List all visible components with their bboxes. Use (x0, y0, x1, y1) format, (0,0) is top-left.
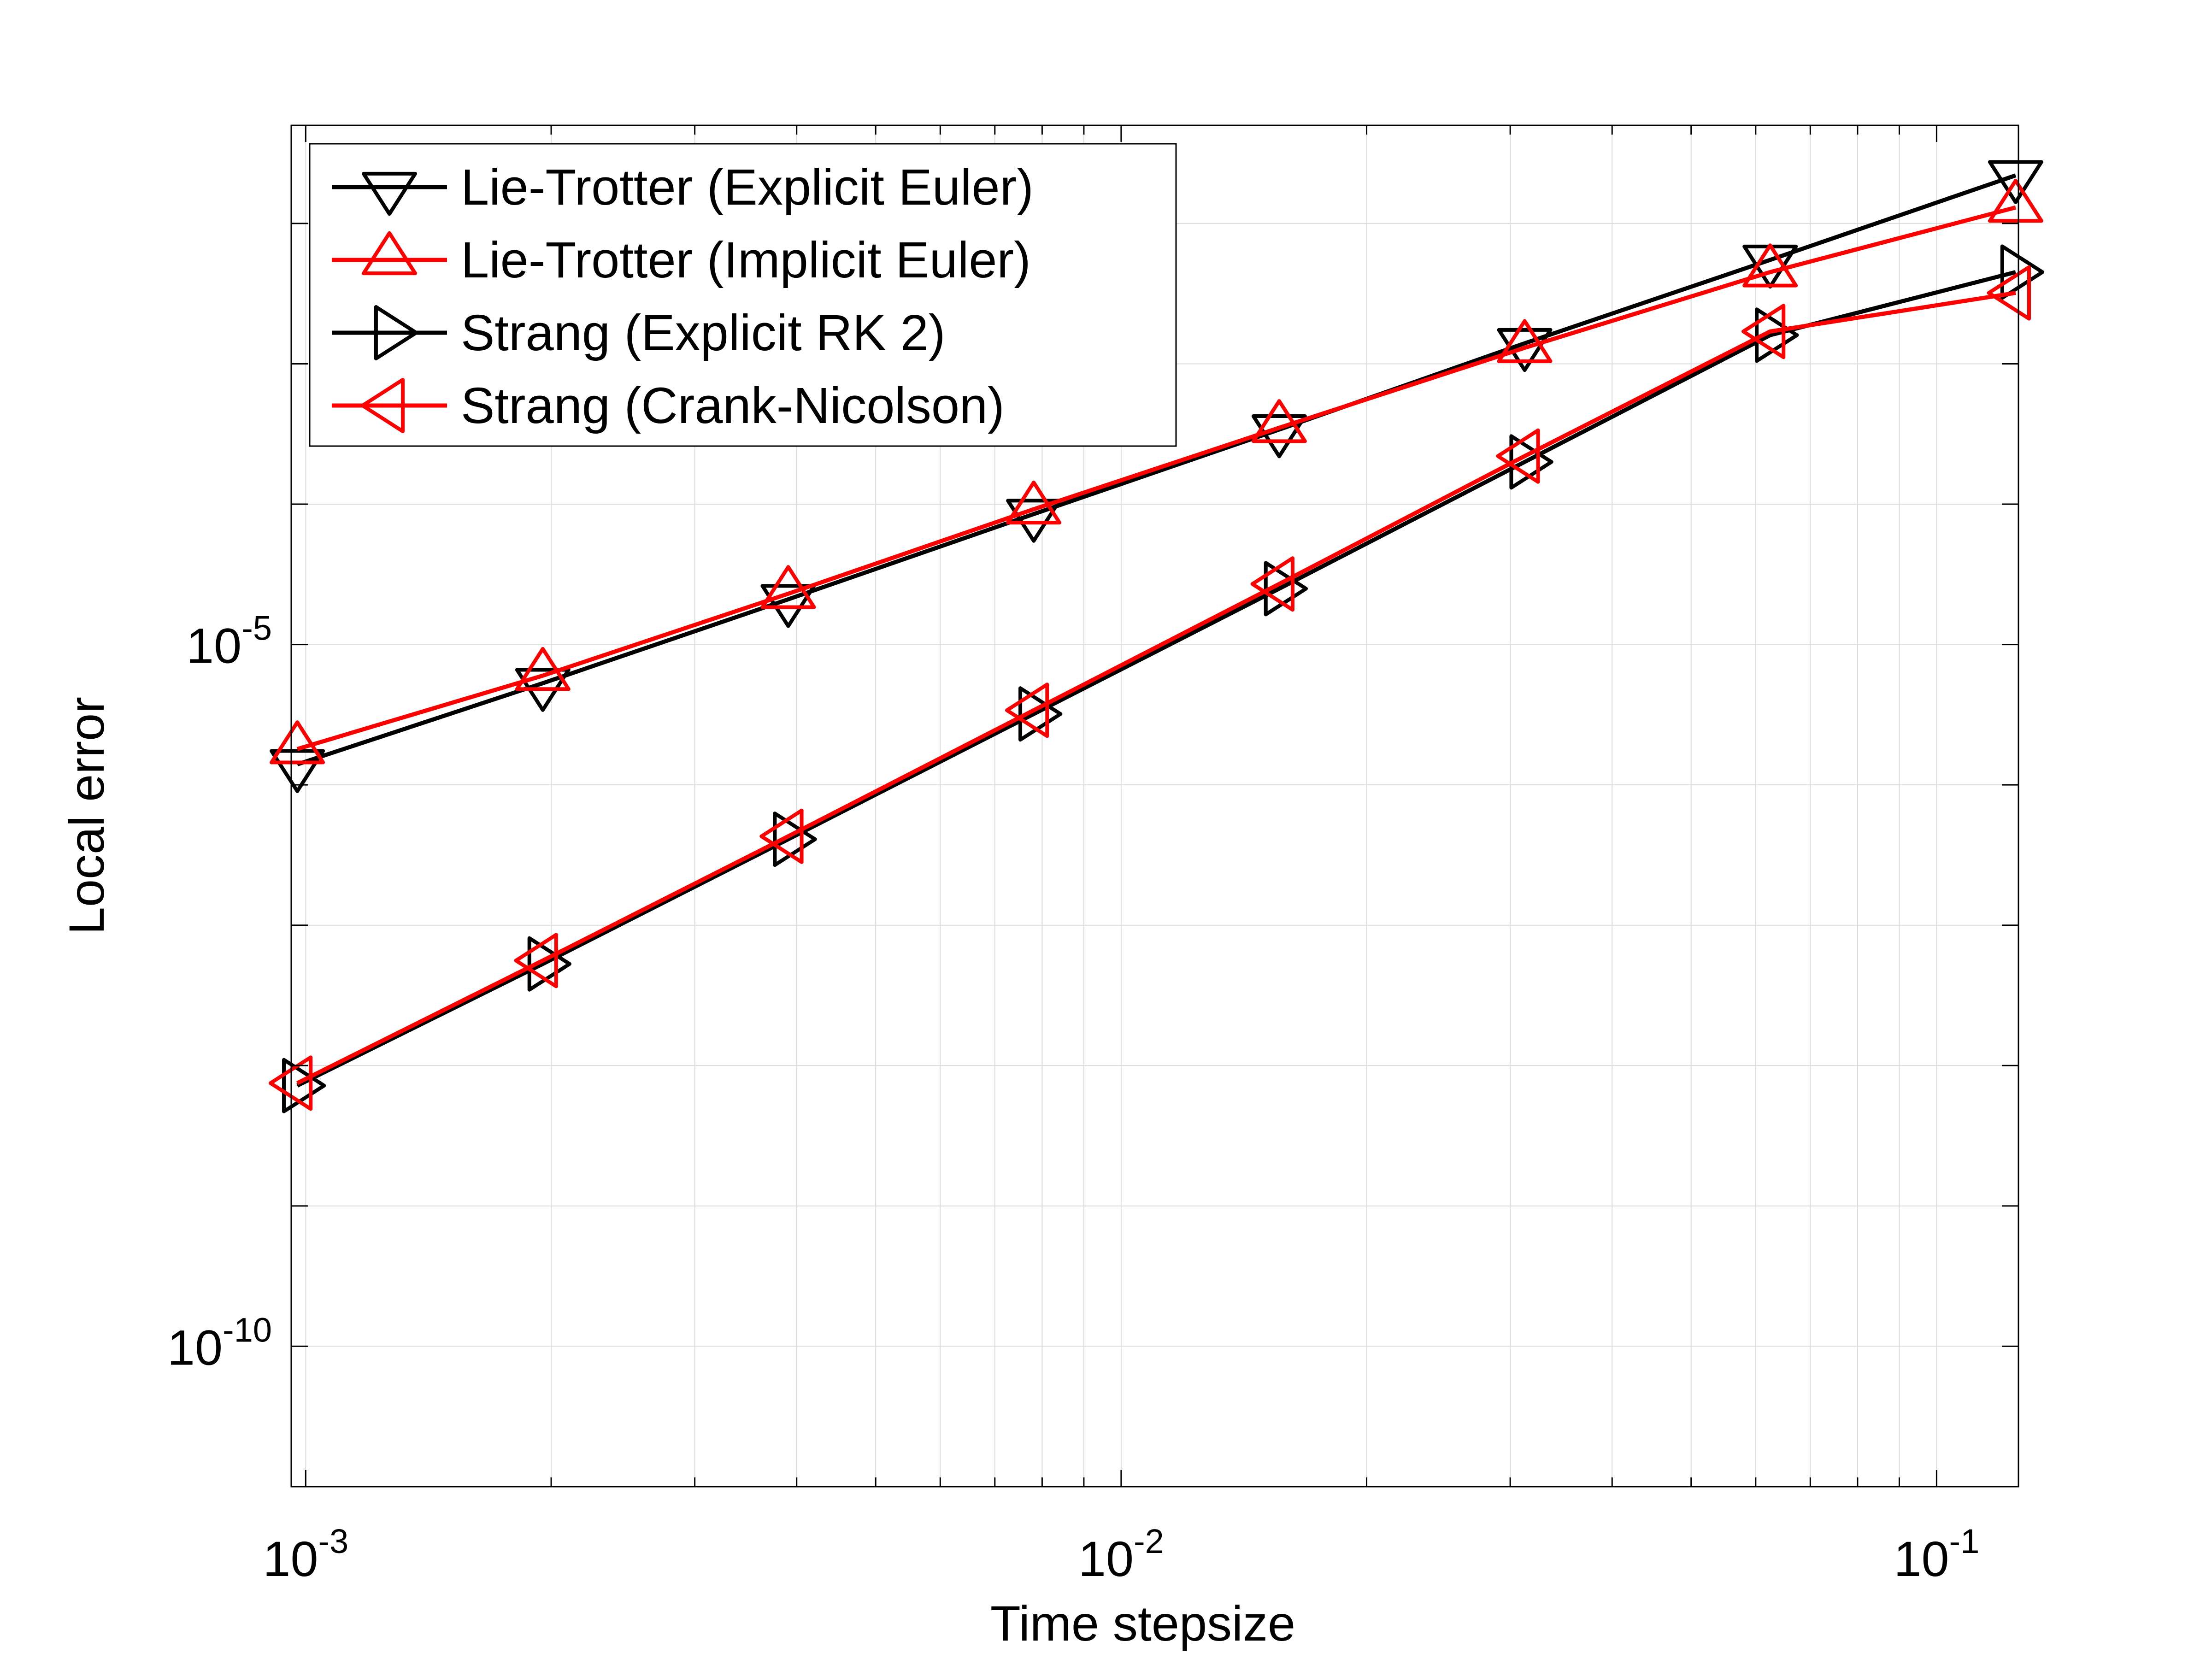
data-point-marker (1006, 499, 1062, 543)
data-point-marker (1005, 682, 1049, 738)
x-tick-label: 10-2 (1078, 1522, 1164, 1587)
data-point-marker (1741, 304, 1786, 359)
legend-marker (360, 378, 405, 433)
legend: Lie-Trotter (Explicit Euler) Lie-Trotter … (309, 143, 1177, 447)
data-point-marker (1496, 428, 1540, 484)
legend-item: Lie-Trotter (Explicit Euler) (332, 159, 1034, 216)
data-point-marker (1497, 319, 1553, 363)
data-point-marker (527, 936, 572, 992)
data-point-marker (515, 647, 571, 691)
series-layer (268, 160, 2045, 1113)
legend-marker (374, 305, 418, 360)
legend-item: Lie-Trotter (Implicit Euler) (332, 231, 1031, 288)
data-point-marker (514, 933, 558, 988)
legend-label: Lie-Trotter (Implicit Euler) (461, 232, 1031, 288)
data-point-marker (2000, 244, 2045, 300)
series-line (296, 173, 2017, 766)
data-point-marker (1988, 160, 2043, 204)
legend-label: Lie-Trotter (Explicit Euler) (461, 159, 1034, 216)
legend-label: Strang (Explicit RK 2) (461, 305, 945, 361)
series-3 (282, 244, 2045, 1113)
x-tick-labels: 10-3 10-2 10-1 (263, 1522, 1979, 1587)
data-point-marker (1251, 399, 1307, 443)
data-point-marker (773, 812, 817, 867)
x-tick-label: 10-3 (263, 1522, 348, 1587)
axis-ticks (291, 125, 2018, 1488)
data-point-marker (1006, 480, 1062, 525)
y-tick-label: 10-5 (186, 609, 272, 674)
data-point-marker (1250, 556, 1294, 612)
data-point-marker (270, 720, 325, 765)
legend-label: Strang (Crank-Nicolson) (461, 377, 1005, 434)
y-tick-label: 10-10 (167, 1311, 272, 1375)
data-point-marker (1988, 178, 2043, 223)
legend-box (309, 143, 1177, 447)
data-point-marker (1018, 686, 1063, 742)
y-axis-label: Local error (59, 697, 114, 935)
axes-frame (290, 124, 2019, 1488)
x-tick-label: 10-1 (1894, 1522, 1979, 1587)
legend-item: Strang (Explicit RK 2) (332, 305, 945, 361)
legend-marker (362, 171, 417, 216)
data-point-marker (270, 749, 325, 793)
data-point-marker (1742, 243, 1798, 288)
series-line (296, 205, 2017, 751)
data-point-marker (1251, 414, 1307, 459)
legend-item: Strang (Crank-Nicolson) (332, 377, 1005, 434)
data-point-marker (282, 1058, 326, 1113)
series-line (296, 291, 2016, 1085)
data-point-marker (1987, 265, 2031, 321)
data-point-marker (760, 565, 816, 609)
series-2 (270, 178, 2043, 765)
series-line (296, 270, 2016, 1088)
legend-marker (362, 231, 417, 276)
x-axis-label: Time stepsize (990, 1595, 1295, 1651)
y-tick-labels: 10010-510-10 (167, 609, 272, 1376)
data-point-marker (1755, 307, 1799, 363)
data-point-marker (759, 808, 804, 864)
